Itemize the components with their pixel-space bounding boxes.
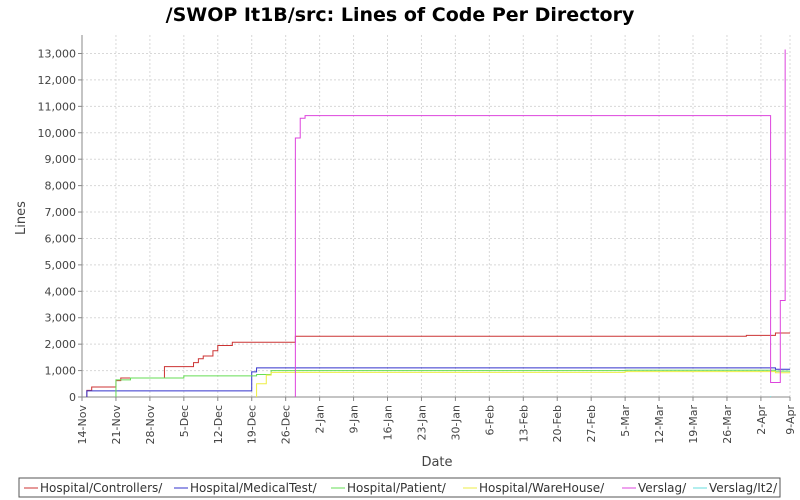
y-tick-label: 12,000 [38, 74, 77, 87]
y-tick-label: 11,000 [38, 100, 77, 113]
legend: Hospital/Controllers/Hospital/MedicalTes… [18, 477, 781, 498]
y-tick-label: 7,000 [45, 206, 77, 219]
x-tick-label: 5-Dec [178, 405, 191, 437]
x-tick-label: 28-Nov [144, 405, 157, 445]
legend-box [18, 477, 781, 498]
y-tick-label: 1,000 [45, 365, 77, 378]
x-tick-label: 12-Dec [212, 405, 225, 444]
x-tick-label: 2-Apr [755, 405, 768, 435]
legend-label: Verslag/ [638, 481, 687, 495]
x-tick-label: 23-Jan [415, 405, 428, 441]
series-line-4 [256, 371, 790, 397]
plot-area [82, 35, 790, 397]
y-tick-label: 13,000 [38, 47, 77, 60]
x-tick-label: 12-Mar [653, 405, 666, 444]
x-tick-label: 26-Mar [721, 405, 734, 444]
series-line-2 [86, 367, 790, 397]
x-tick-label: 21-Nov [110, 405, 123, 445]
legend-label: Hospital/Controllers/ [40, 481, 163, 495]
x-tick-label: 14-Nov [76, 405, 89, 445]
x-tick-label: 30-Jan [449, 405, 462, 441]
y-tick-label: 5,000 [45, 259, 77, 272]
chart-title: /SWOP It1B/src: Lines of Code Per Direct… [166, 4, 635, 26]
y-tick-label: 0 [69, 391, 76, 404]
series-line-3 [115, 369, 790, 397]
legend-label: Hospital/MedicalTest/ [190, 481, 318, 495]
y-tick-label: 8,000 [45, 180, 77, 193]
y-tick-label: 3,000 [45, 312, 77, 325]
y-axis-label: Lines [14, 201, 29, 235]
series-line-5 [294, 49, 786, 397]
y-tick-label: 4,000 [45, 285, 77, 298]
y-tick-label: 9,000 [45, 153, 77, 166]
x-tick-label: 2-Jan [314, 405, 327, 434]
x-tick-label: 13-Feb [517, 405, 530, 442]
x-tick-label: 26-Dec [280, 405, 293, 444]
x-tick-label: 27-Feb [585, 405, 598, 442]
legend-label: Hospital/Patient/ [347, 481, 447, 495]
x-tick-label: 9-Apr [784, 405, 797, 435]
x-tick-label: 5-Mar [619, 405, 632, 437]
legend-label: Hospital/WareHouse/ [479, 481, 605, 495]
x-tick-label: 19-Mar [687, 405, 700, 444]
axes: 0 1,000 2,000 3,000 4,000 5,000 6,000 7,000 8,00… [38, 35, 797, 445]
y-tick-label: 2,000 [45, 338, 77, 351]
x-tick-label: 20-Feb [551, 405, 564, 442]
y-tick-label: 6,000 [45, 232, 77, 245]
x-tick-label: 9-Jan [348, 405, 361, 434]
legend-label: Verslag/It2/ [709, 481, 778, 495]
x-tick-label: 16-Jan [382, 405, 395, 441]
x-tick-label: 6-Feb [483, 405, 496, 435]
x-axis-label: Date [421, 455, 452, 470]
series-group [86, 49, 790, 397]
y-tick-label: 10,000 [38, 127, 77, 140]
x-tick-label: 19-Dec [246, 405, 259, 444]
